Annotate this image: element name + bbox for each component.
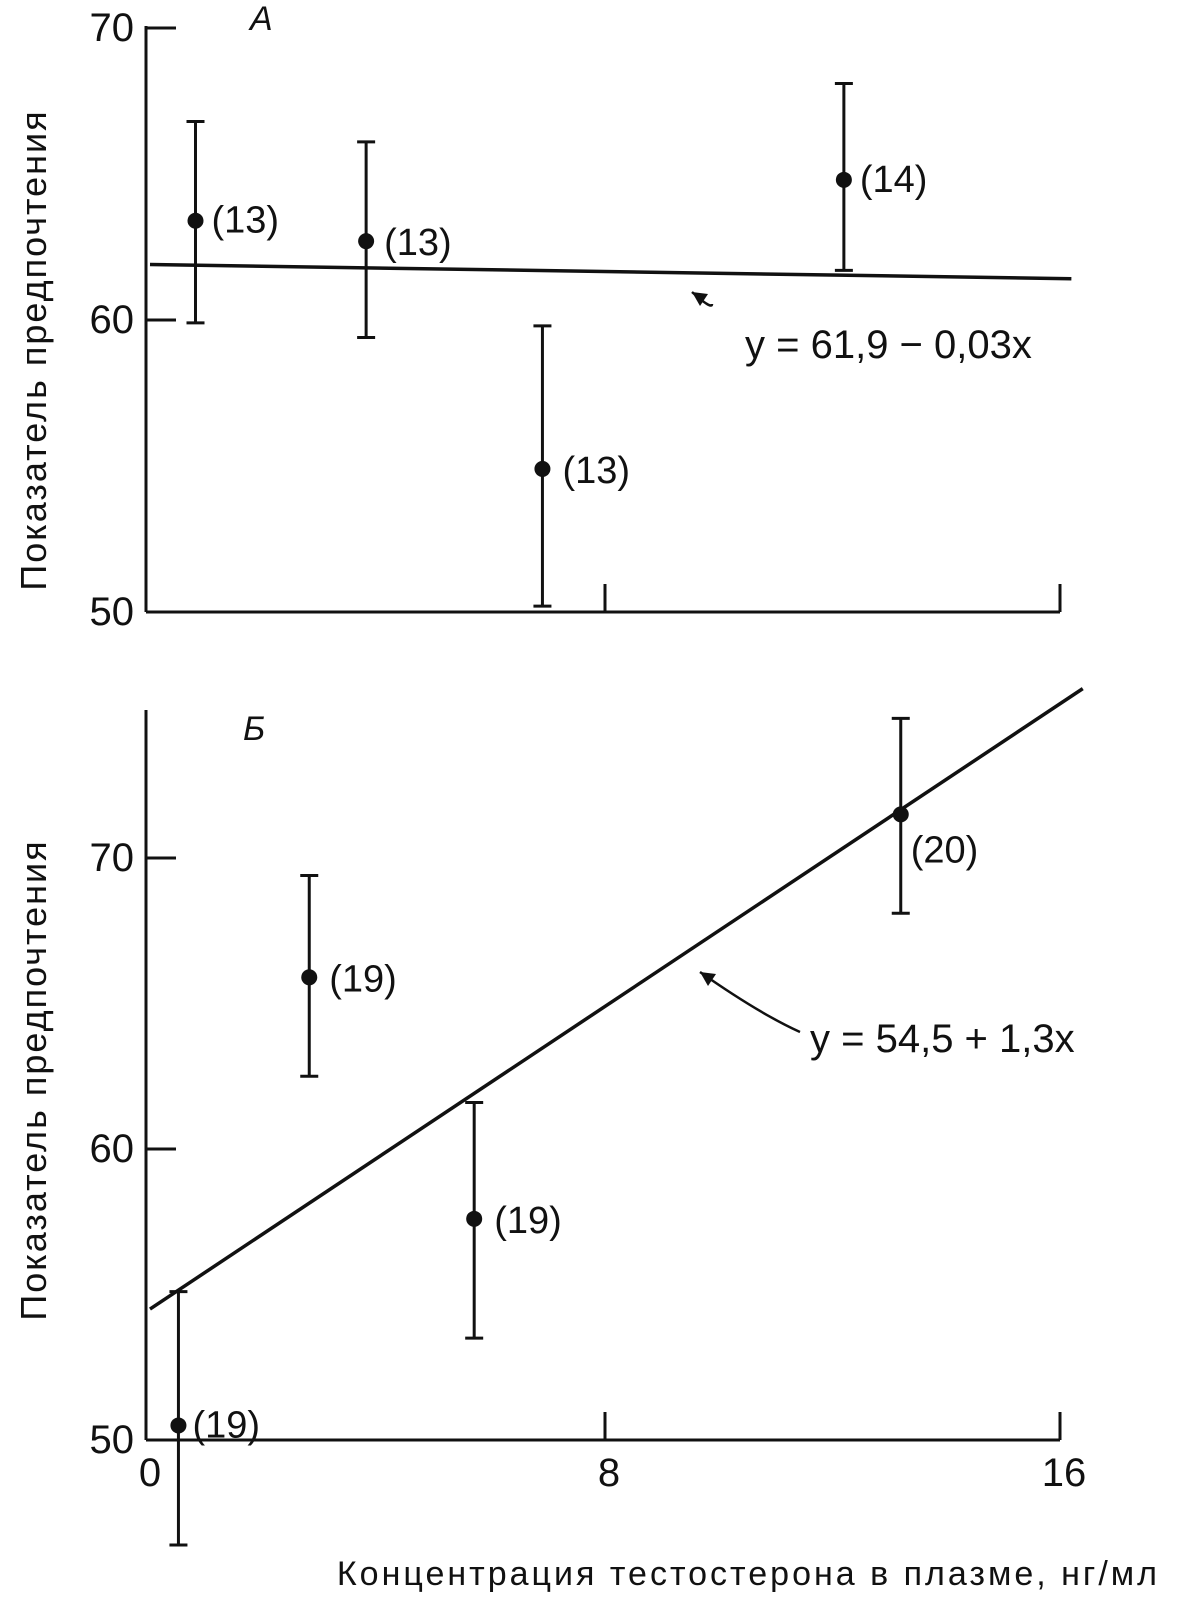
data-point (358, 233, 375, 250)
y-tick-label: 50 (90, 590, 135, 634)
x-tick-label: 0 (139, 1451, 161, 1495)
data-point (170, 1417, 187, 1434)
sample-size-label: (14) (860, 159, 928, 201)
data-point (835, 171, 852, 188)
panel-label: Б (243, 710, 265, 748)
y-tick-label: 50 (90, 1418, 135, 1462)
sample-size-label: (19) (192, 1404, 260, 1446)
sample-size-label: (19) (329, 958, 397, 1000)
equation-arrowhead-icon (700, 972, 716, 986)
y-axis-title: Показатель предпочтения (13, 839, 54, 1320)
regression-equation: y = 54,5 + 1,3x (810, 1017, 1075, 1061)
regression-line (149, 262, 1072, 281)
data-point (187, 212, 204, 229)
panel-label: A (248, 0, 273, 38)
equation-arrowhead-icon (692, 292, 708, 306)
y-axis-title: Показатель предпочтения (13, 109, 54, 590)
y-tick-label: 60 (90, 1127, 135, 1171)
x-tick-label: 8 (598, 1451, 620, 1495)
data-point (892, 806, 909, 823)
data-point (534, 460, 551, 477)
sample-size-label: (13) (562, 450, 630, 492)
x-tick-label: 16 (1042, 1451, 1087, 1495)
chart-panel-a: 50 60 70 Ay = 61,9 − 0,03x (13) (13) (13) (14) П… (13, 0, 1072, 634)
sample-size-label: (20) (911, 829, 979, 871)
sample-size-label: (13) (212, 200, 280, 242)
data-point (466, 1210, 483, 1227)
regression-line (149, 687, 1084, 1311)
y-tick-label: 60 (90, 298, 135, 342)
equation-pointer (699, 970, 801, 1034)
chart-panel-b: 50 60 70 0 8 16 Бy = 54,5 + 1,3x (19) (19) (19) (2… (13, 687, 1160, 1593)
y-tick-label: 70 (90, 836, 135, 880)
data-point (301, 969, 318, 986)
x-axis-title: Концентрация тестостерона в плазме, нг/м… (337, 1555, 1160, 1593)
sample-size-label: (19) (494, 1200, 562, 1242)
regression-equation: y = 61,9 − 0,03x (745, 323, 1032, 367)
sample-size-label: (13) (384, 222, 452, 264)
y-tick-label: 70 (90, 6, 135, 50)
